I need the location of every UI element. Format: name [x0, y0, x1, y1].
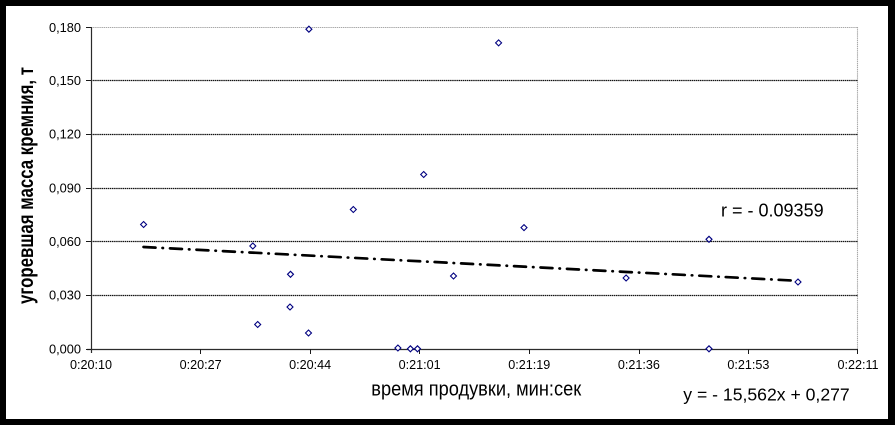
svg-text:0,120: 0,120 [49, 127, 81, 142]
svg-text:r = - 0.09359: r = - 0.09359 [721, 200, 824, 221]
svg-text:0:21:01: 0:21:01 [399, 358, 441, 372]
svg-text:y = - 15,562x + 0,277: y = - 15,562x + 0,277 [683, 385, 849, 405]
svg-text:0,000: 0,000 [49, 341, 81, 356]
svg-text:0:20:10: 0:20:10 [70, 358, 112, 372]
svg-text:0:20:27: 0:20:27 [180, 358, 222, 372]
svg-text:0:20:44: 0:20:44 [289, 358, 331, 372]
svg-text:0,060: 0,060 [49, 234, 81, 249]
svg-text:0:21:36: 0:21:36 [618, 358, 660, 372]
svg-text:0,180: 0,180 [49, 20, 81, 35]
svg-text:0,150: 0,150 [49, 73, 81, 88]
svg-text:0,090: 0,090 [49, 180, 81, 195]
svg-text:0,030: 0,030 [49, 288, 81, 303]
svg-text:0:21:53: 0:21:53 [727, 358, 769, 372]
svg-text:0:21:19: 0:21:19 [508, 358, 550, 372]
svg-text:0:22:11: 0:22:11 [837, 358, 878, 372]
svg-text:угоревшая масса кремния, т: угоревшая масса кремния, т [15, 67, 38, 304]
svg-text:время продувки, мин:сек: время продувки, мин:сек [371, 378, 581, 400]
